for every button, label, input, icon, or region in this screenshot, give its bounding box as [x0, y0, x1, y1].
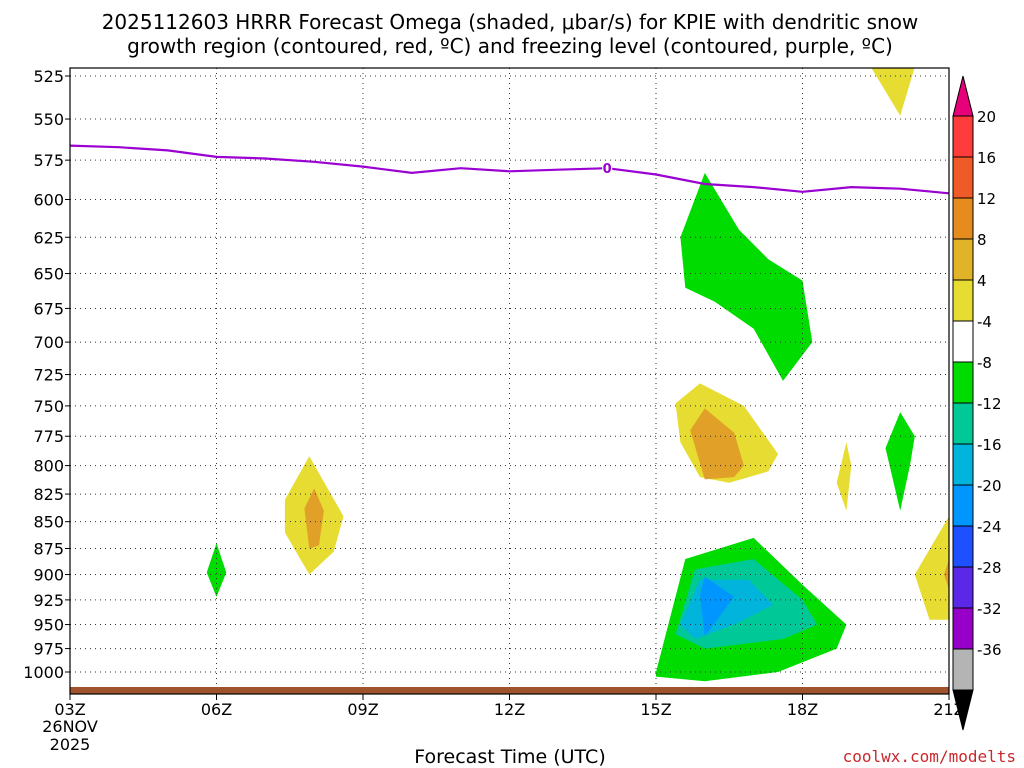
date-label-year: 2025 [50, 735, 91, 754]
colorbar-box-12 [952, 607, 974, 650]
y-tick-label-900: 900 [33, 566, 64, 585]
omega-region-0 [680, 172, 813, 381]
y-tick-label-525: 525 [33, 67, 64, 86]
omega-region-14 [944, 559, 949, 590]
colorbar-box-7 [952, 402, 974, 445]
colorbar-label-3: 8 [977, 231, 987, 249]
y-axis-ticks: 525 550 575 600 625 650 675 700 725 750 775 800 825 8… [23, 67, 70, 682]
x-axis-ticks: 03Z 06Z 09Z 12Z 15Z 18Z 21Z [54, 694, 965, 719]
colorbar-label-6: -8 [977, 354, 992, 372]
x-axis-label: Forecast Time (UTC) [414, 746, 605, 768]
omega-region-5 [206, 543, 227, 597]
freezing-level-line [69, 144, 950, 195]
omega-region-2 [690, 408, 744, 480]
y-tick-label-825: 825 [33, 485, 64, 504]
y-tick-label-750: 750 [33, 397, 64, 416]
y-tick-label-650: 650 [33, 265, 64, 284]
colorbar-box-8 [952, 443, 974, 486]
freezing-level-contour: 0 [69, 144, 950, 195]
colorbar-box-13 [952, 648, 974, 691]
chart-title-line2: growth region (contoured, red, ºC) and f… [127, 34, 893, 58]
colorbar-label-11: -28 [977, 559, 1002, 577]
freezing-label-bg [602, 161, 613, 176]
x-tick-label-03Z: 03Z [54, 700, 85, 719]
y-tick-label-550: 550 [33, 110, 64, 129]
colorbar-bottom-arrow [952, 689, 974, 731]
colorbar-label-12: -32 [977, 600, 1002, 618]
colorbar-label-2: 12 [977, 190, 996, 208]
y-tick-label-600: 600 [33, 191, 64, 210]
y-tick-label-950: 950 [33, 616, 64, 635]
colorbar-box-2 [952, 197, 974, 240]
y-tick-label-575: 575 [33, 151, 64, 170]
omega-region-4 [304, 488, 324, 549]
colorbar-box-6 [952, 361, 974, 404]
y-tick-label-775: 775 [33, 427, 64, 446]
y-tick-label-725: 725 [33, 366, 64, 385]
x-tick-label-09Z: 09Z [347, 700, 378, 719]
y-tick-label-700: 700 [33, 333, 64, 352]
colorbar-label-5: -4 [977, 313, 992, 331]
omega-shading [206, 68, 949, 682]
x-tick-label-06Z: 06Z [201, 700, 232, 719]
colorbar-label-9: -20 [977, 477, 1002, 495]
x-tick-label-12Z: 12Z [494, 700, 525, 719]
y-tick-label-625: 625 [33, 228, 64, 247]
y-tick-label-800: 800 [33, 457, 64, 476]
colorbar-label-0: 20 [977, 108, 996, 126]
y-tick-label-850: 850 [33, 513, 64, 532]
y-tick-label-675: 675 [33, 299, 64, 318]
omega-region-11 [836, 442, 852, 511]
omega-region-12 [885, 412, 915, 511]
colorbar-box-4 [952, 279, 974, 322]
colorbar-box-3 [952, 238, 974, 281]
colorbar: 20 16 12 8 4 -4 -8 -12 -16 -20 -24 -28 -32 -36 [952, 75, 1002, 731]
y-tick-label-975: 975 [33, 640, 64, 659]
colorbar-label-7: -12 [977, 395, 1002, 413]
freezing-level-label: 0 [603, 162, 612, 177]
colorbar-box-9 [952, 484, 974, 527]
colorbar-label-8: -16 [977, 436, 1002, 454]
colorbar-label-10: -24 [977, 518, 1002, 536]
colorbar-box-5 [952, 320, 974, 363]
y-tick-label-925: 925 [33, 591, 64, 610]
y-tick-label-1000: 1000 [23, 663, 64, 682]
x-tick-label-18Z: 18Z [787, 700, 818, 719]
date-label-day: 26NOV [42, 717, 98, 736]
colorbar-box-10 [952, 525, 974, 568]
chart-title-line1: 2025112603 HRRR Forecast Omega (shaded, … [102, 10, 919, 34]
colorbar-label-4: 4 [977, 272, 987, 290]
terrain-band [70, 687, 949, 694]
colorbar-box-11 [952, 566, 974, 609]
x-tick-label-15Z: 15Z [640, 700, 671, 719]
y-tick-label-875: 875 [33, 539, 64, 558]
omega-region-13 [914, 516, 949, 620]
credit-text: coolwx.com/modelts [843, 747, 1016, 766]
colorbar-top-arrow [952, 75, 974, 117]
omega-region-9 [700, 576, 735, 637]
colorbar-label-1: 16 [977, 149, 996, 167]
colorbar-box-0 [952, 115, 974, 158]
omega-region-10 [871, 68, 915, 116]
colorbar-box-1 [952, 156, 974, 199]
colorbar-label-13: -36 [977, 641, 1002, 659]
